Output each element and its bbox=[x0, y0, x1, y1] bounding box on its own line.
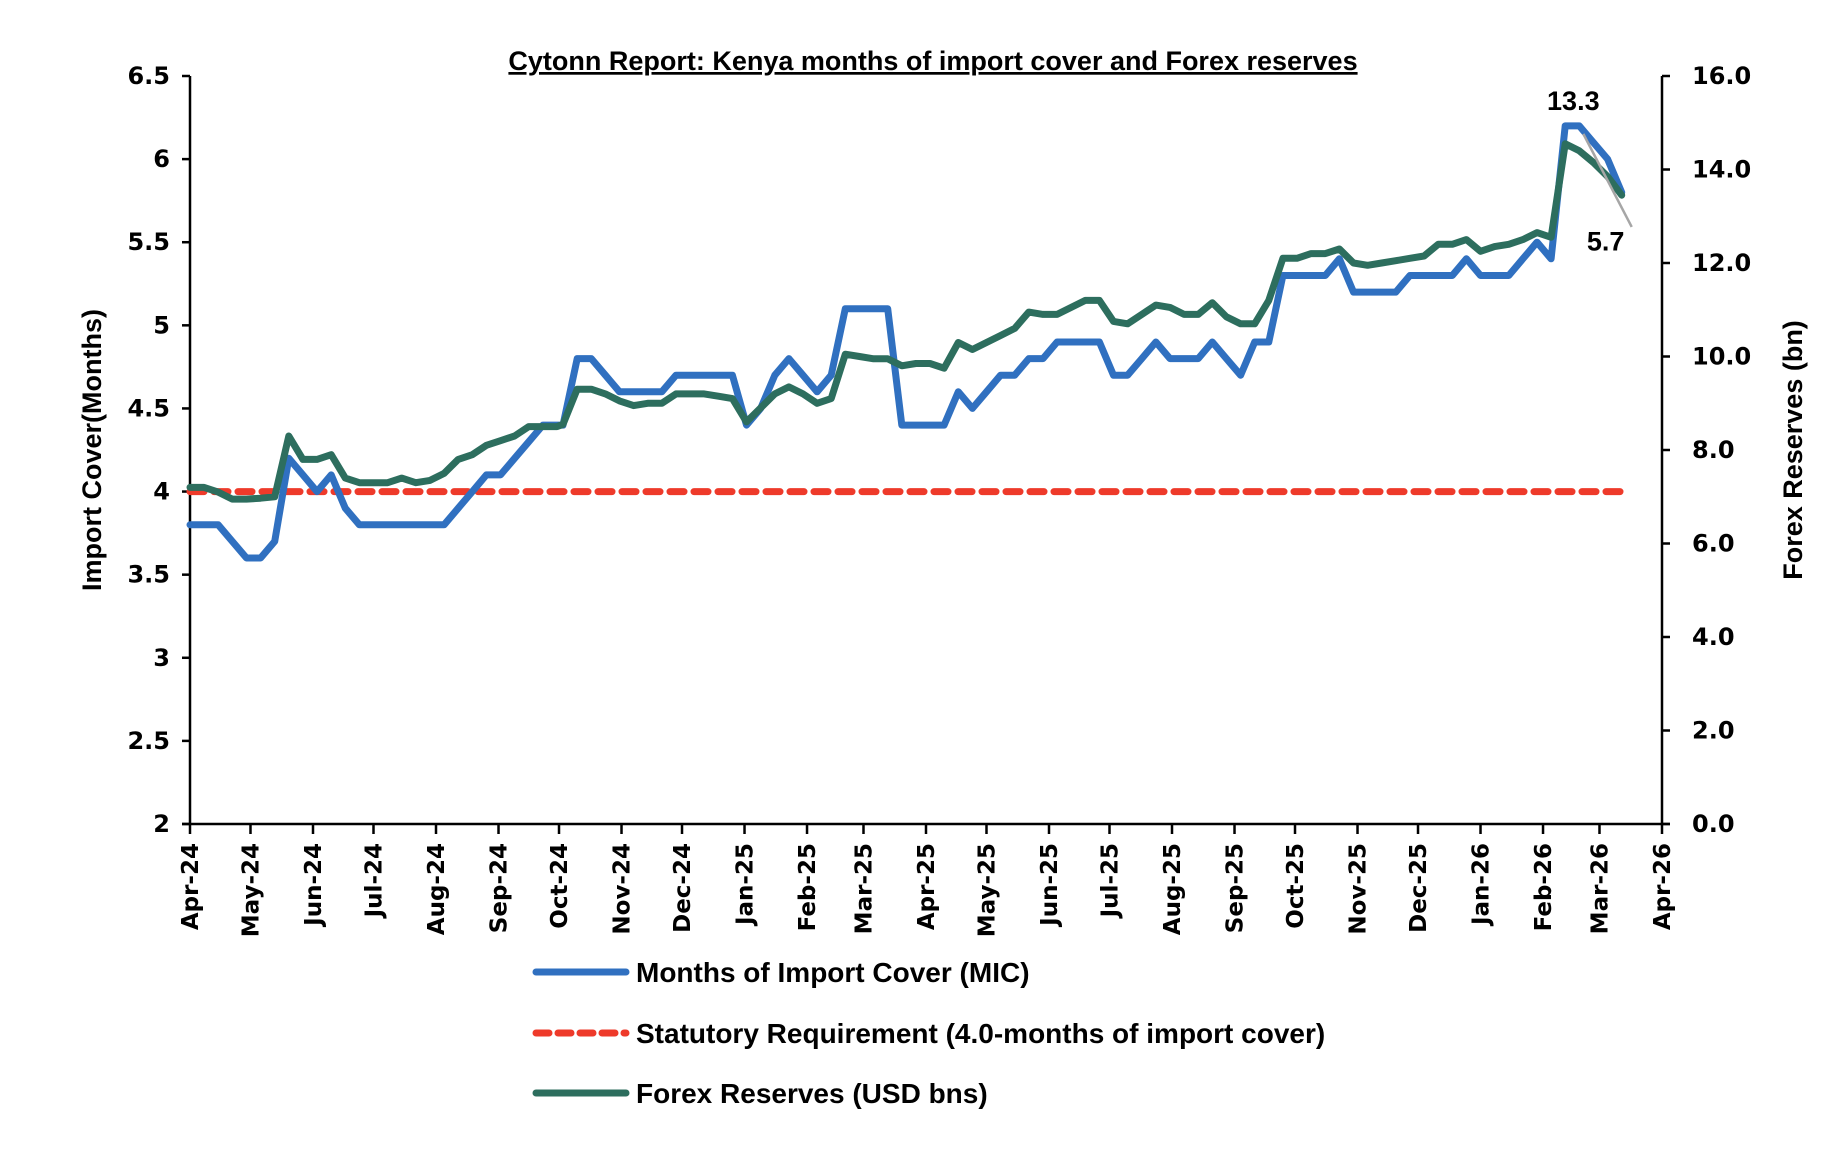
x-tick-label: Jul-24 bbox=[361, 843, 387, 919]
right-tick-label: 0.0 bbox=[1692, 810, 1735, 838]
right-tick-label: 16.0 bbox=[1692, 62, 1751, 90]
right-tick-label: 4.0 bbox=[1692, 623, 1735, 651]
trendline bbox=[1582, 133, 1633, 228]
right-axis-label: Forex Reserves (bn) bbox=[1778, 320, 1808, 580]
annotation-label: 5.7 bbox=[1587, 226, 1625, 256]
series-line-mic bbox=[186, 122, 1626, 562]
left-ticks: 6.5 6 5.5 5 4.5 4 3.5 3 2.5 2 bbox=[127, 62, 190, 838]
x-tick-label: May-25 bbox=[974, 843, 1000, 937]
legend-label-statutory: Statutory Requirement (4.0-months of imp… bbox=[636, 1018, 1325, 1049]
right-tick-label: 6.0 bbox=[1692, 530, 1735, 558]
annotation-label: 13.3 bbox=[1547, 86, 1600, 116]
x-tick-label: Mar-25 bbox=[851, 843, 877, 934]
right-tick-label: 8.0 bbox=[1692, 436, 1735, 464]
x-ticks: Apr-24 May-24 Jun-24 Jul-24 Aug-24 Sep-24 Oct-… bbox=[178, 824, 1676, 937]
x-tick-label: Aug-24 bbox=[424, 843, 450, 935]
chart-title: Cytonn Report: Kenya months of import co… bbox=[508, 46, 1357, 76]
left-tick-label: 2 bbox=[153, 810, 170, 838]
x-tick-label: Jun-25 bbox=[1037, 843, 1063, 928]
legend-label-forex: Forex Reserves (USD bns) bbox=[636, 1078, 988, 1109]
x-tick-label: Dec-24 bbox=[670, 843, 696, 933]
left-tick-label: 5.5 bbox=[127, 228, 170, 256]
annotations: 13.3 5.7 bbox=[1547, 86, 1624, 256]
x-tick-label: Dec-25 bbox=[1406, 843, 1432, 933]
series-layer bbox=[186, 122, 1633, 562]
x-tick-label: Nov-24 bbox=[610, 843, 636, 935]
left-tick-label: 4 bbox=[153, 478, 170, 506]
legend-item-forex[interactable]: Forex Reserves (USD bns) bbox=[532, 1078, 988, 1109]
x-tick-label: Apr-26 bbox=[1650, 843, 1676, 930]
series-line-forex bbox=[186, 140, 1626, 503]
left-tick-label: 6 bbox=[153, 145, 170, 173]
x-tick-label: Sep-24 bbox=[487, 843, 513, 933]
x-tick-label: Jan-26 bbox=[1469, 843, 1495, 927]
left-tick-label: 5 bbox=[153, 311, 170, 339]
left-tick-label: 3.5 bbox=[127, 561, 170, 589]
legend-item-statutory[interactable]: Statutory Requirement (4.0-months of imp… bbox=[532, 1018, 1325, 1049]
right-ticks: 16.0 14.0 12.0 10.0 8.0 6.0 4.0 2.0 0.0 bbox=[1662, 62, 1751, 838]
x-tick-label: Sep-25 bbox=[1223, 843, 1249, 933]
x-tick-label: Jan-25 bbox=[733, 843, 759, 927]
x-tick-label: Feb-26 bbox=[1531, 843, 1557, 931]
x-tick-label: Feb-25 bbox=[795, 843, 821, 931]
axes bbox=[182, 76, 1670, 826]
left-axis-label: Import Cover(Months) bbox=[77, 309, 107, 591]
x-tick-label: Mar-26 bbox=[1587, 843, 1613, 934]
left-tick-label: 2.5 bbox=[127, 727, 170, 755]
left-tick-label: 3 bbox=[153, 644, 170, 672]
x-tick-label: Jun-24 bbox=[301, 843, 327, 928]
right-tick-label: 12.0 bbox=[1692, 249, 1751, 277]
legend: Months of Import Cover (MIC) Statutory R… bbox=[532, 957, 1325, 1109]
x-tick-label: May-24 bbox=[238, 843, 264, 937]
right-tick-label: 10.0 bbox=[1692, 343, 1751, 371]
left-tick-label: 6.5 bbox=[127, 62, 170, 90]
right-tick-label: 14.0 bbox=[1692, 156, 1751, 184]
left-tick-label: 4.5 bbox=[127, 394, 170, 422]
legend-item-mic[interactable]: Months of Import Cover (MIC) bbox=[532, 957, 1030, 988]
x-tick-label: Nov-25 bbox=[1346, 843, 1372, 935]
legend-label-mic: Months of Import Cover (MIC) bbox=[636, 957, 1030, 988]
x-tick-label: Oct-25 bbox=[1283, 843, 1309, 929]
x-tick-label: Jul-25 bbox=[1097, 843, 1123, 919]
x-tick-label: Apr-24 bbox=[178, 843, 204, 930]
x-tick-label: Oct-24 bbox=[547, 843, 573, 929]
x-tick-label: Apr-25 bbox=[914, 843, 940, 930]
x-tick-label: Aug-25 bbox=[1160, 843, 1186, 935]
right-tick-label: 2.0 bbox=[1692, 717, 1735, 745]
